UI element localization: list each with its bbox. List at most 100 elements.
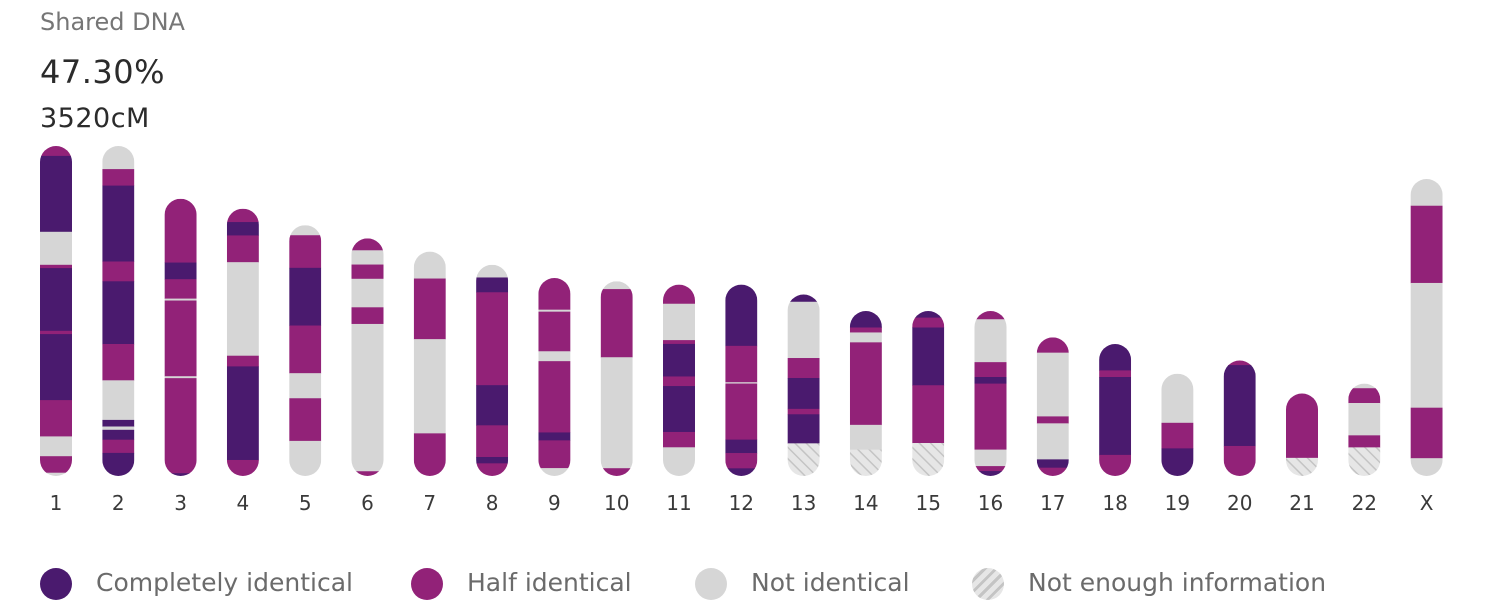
segment-insufficient — [849, 449, 882, 476]
chromosome-label: 10 — [604, 491, 629, 515]
chromosome-15 — [912, 311, 945, 476]
segment-full — [164, 473, 197, 477]
chromosome-label: 9 — [548, 491, 561, 515]
segment-none — [413, 339, 446, 434]
chromosome-20 — [1223, 360, 1256, 476]
chromosome-label: 20 — [1227, 491, 1252, 515]
segment-full — [102, 281, 135, 345]
chromosome-label: 18 — [1102, 491, 1127, 515]
segment-half — [289, 398, 322, 442]
segment-half — [1286, 393, 1318, 459]
segment-full — [226, 222, 259, 236]
segment-none — [849, 332, 882, 343]
chromosome-label: 12 — [729, 491, 754, 515]
legend: Completely identical Half identical Not … — [40, 564, 1460, 604]
shared-dna-percent: 47.30% — [40, 53, 166, 91]
chromosome-14 — [849, 311, 882, 476]
segment-full — [1099, 377, 1132, 456]
segment-full — [102, 429, 135, 441]
chromosome-13 — [787, 294, 820, 476]
segment-half — [476, 425, 509, 458]
segment-half — [226, 208, 259, 223]
chromosome-5 — [289, 225, 322, 476]
segment-insufficient — [1348, 447, 1381, 477]
segment-full — [226, 366, 259, 461]
shared-dna-label: Shared DNA — [40, 8, 185, 36]
chromosome-19 — [1161, 373, 1194, 477]
segment-none — [787, 301, 820, 359]
chromosome-label: 2 — [112, 491, 125, 515]
segment-full — [164, 262, 197, 280]
segment-half — [538, 440, 571, 469]
chromosome-18 — [1099, 344, 1132, 476]
chromosome-x — [1410, 179, 1443, 476]
segment-full — [1036, 459, 1069, 469]
segment-none — [600, 281, 633, 290]
segment-half — [787, 408, 820, 415]
segment-half — [351, 471, 384, 476]
segment-full — [1099, 344, 1132, 371]
chromosome-12 — [725, 284, 758, 476]
segment-none — [289, 373, 322, 399]
segment-half — [413, 433, 446, 476]
segment-half — [40, 456, 72, 474]
chromosome-label: X — [1420, 491, 1434, 515]
segment-full — [1161, 448, 1194, 477]
segment-none — [102, 146, 135, 170]
segment-half — [164, 378, 197, 474]
segment-half — [1036, 467, 1069, 476]
segment-none — [538, 468, 571, 476]
segment-half — [974, 362, 1007, 378]
half-identical-swatch — [411, 568, 443, 600]
chromosome-label: 6 — [361, 491, 374, 515]
not-enough-information-swatch — [972, 568, 1004, 600]
segment-half — [351, 307, 384, 325]
segment-none — [226, 262, 259, 357]
segment-half — [1223, 445, 1256, 476]
segment-half — [538, 361, 571, 433]
segment-half — [102, 344, 135, 381]
chromosome-1 — [40, 146, 72, 476]
segment-none — [351, 250, 384, 265]
segment-half — [787, 358, 820, 379]
chromosome-label: 1 — [50, 491, 63, 515]
segment-half — [164, 198, 197, 263]
segment-full — [663, 386, 695, 433]
chromosome-6 — [351, 238, 384, 476]
segment-insufficient — [787, 443, 820, 476]
segment-half — [974, 466, 1007, 472]
segment-half — [476, 292, 509, 386]
segment-none — [413, 251, 446, 279]
segment-half — [1348, 435, 1381, 448]
segment-half — [1036, 416, 1069, 424]
shared-dna-cm: 3520cM — [40, 103, 150, 134]
chromosome-3 — [164, 198, 197, 477]
segment-half — [1410, 407, 1443, 459]
segment-half — [289, 235, 322, 269]
segment-half — [725, 345, 758, 383]
segment-half — [1161, 422, 1194, 449]
not-identical-swatch — [695, 568, 727, 600]
segment-half — [351, 238, 384, 251]
segment-none — [974, 319, 1007, 363]
segment-half — [600, 468, 633, 476]
segment-none — [849, 424, 882, 450]
segment-full — [40, 155, 72, 233]
segment-half — [102, 439, 135, 454]
segment-none — [102, 426, 135, 431]
segment-none — [40, 436, 72, 457]
segment-full — [912, 327, 945, 386]
segment-half — [164, 300, 197, 377]
segment-insufficient — [912, 443, 945, 476]
segment-full — [102, 452, 135, 476]
chromosome-9 — [538, 278, 571, 476]
segment-half — [1099, 370, 1132, 378]
segment-half — [40, 330, 72, 335]
segment-insufficient — [1286, 457, 1318, 476]
segment-half — [849, 327, 882, 333]
segment-half — [663, 431, 695, 448]
chromosome-10 — [600, 281, 633, 476]
segment-half — [226, 459, 259, 476]
legend-label: Not enough information — [1028, 568, 1327, 597]
legend-label: Not identical — [751, 568, 910, 597]
